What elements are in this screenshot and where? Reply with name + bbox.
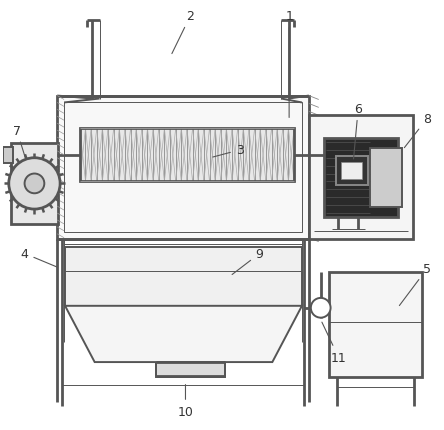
Text: 2: 2	[172, 10, 194, 55]
Circle shape	[9, 158, 60, 209]
Bar	[336, 157, 368, 186]
Bar	[156, 362, 225, 377]
Text: 6: 6	[353, 103, 362, 160]
Text: 7: 7	[13, 124, 26, 160]
Bar	[11, 144, 58, 224]
Bar	[80, 129, 294, 182]
Bar	[329, 273, 422, 377]
Polygon shape	[65, 306, 302, 362]
Bar	[3, 147, 13, 163]
Text: 4: 4	[20, 247, 58, 267]
Text: 3: 3	[213, 144, 244, 158]
Bar	[80, 129, 294, 182]
Bar	[341, 162, 362, 180]
Text: 10: 10	[178, 385, 194, 418]
Text: 8: 8	[404, 113, 431, 148]
Text: 1: 1	[285, 10, 293, 118]
Bar	[0, 151, 3, 160]
Bar	[309, 116, 412, 239]
Circle shape	[24, 174, 44, 194]
Text: 9: 9	[232, 247, 263, 275]
Bar	[64, 103, 302, 232]
Text: 11: 11	[322, 322, 346, 364]
Bar	[65, 247, 302, 306]
Bar	[324, 139, 398, 218]
Bar	[57, 96, 309, 239]
Text: 5: 5	[399, 262, 431, 306]
Bar	[370, 148, 402, 208]
Circle shape	[311, 298, 331, 318]
